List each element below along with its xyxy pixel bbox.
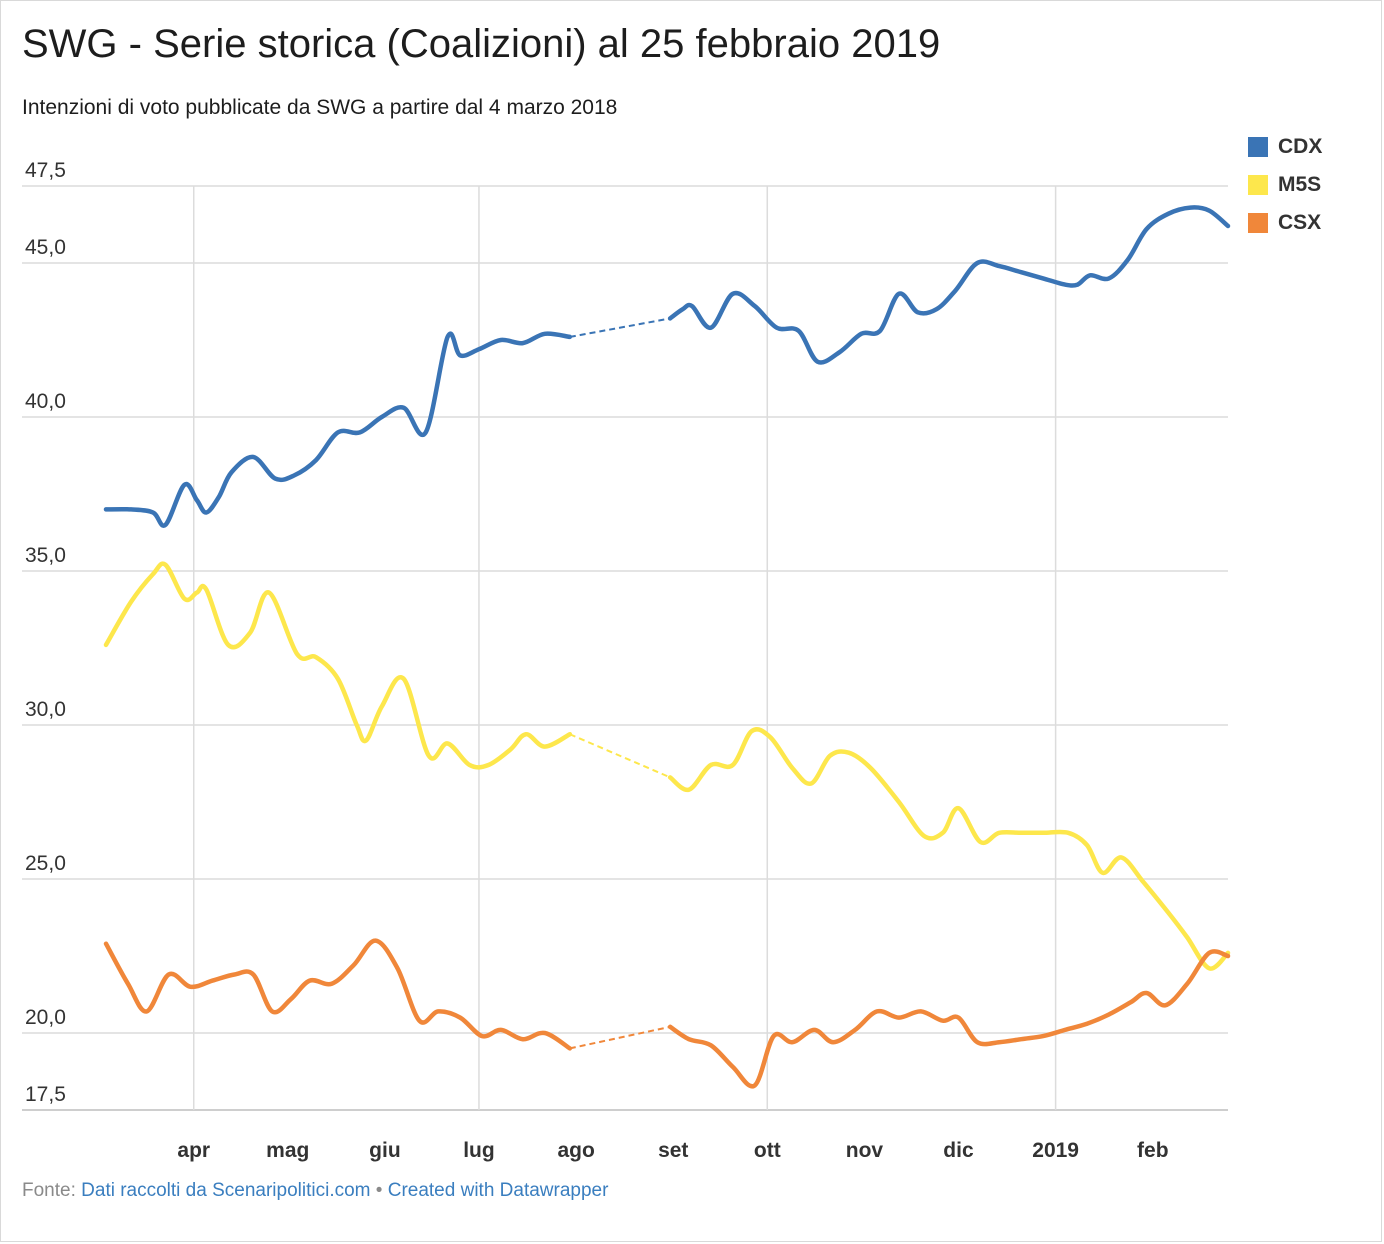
- series-line-m5s-segment-1: [103, 561, 573, 770]
- series-line-cdx-segment-2: [667, 205, 1231, 365]
- chart-footer: Fonte: Dati raccolti da Scenaripolitici.…: [22, 1180, 608, 1202]
- x-tick-label: feb: [1137, 1139, 1169, 1162]
- series-line-cdx-segment-1: [103, 331, 573, 528]
- y-gridlines: [22, 185, 1228, 1111]
- y-tick-label: 25,0: [25, 852, 66, 875]
- legend-label: M5S: [1278, 173, 1322, 196]
- chart-title: SWG - Serie storica (Coalizioni) al 25 f…: [22, 22, 941, 66]
- x-tick-label: giu: [369, 1139, 401, 1162]
- legend-label: CDX: [1278, 135, 1323, 158]
- y-tick-label: 45,0: [25, 236, 66, 259]
- x-tick-label: nov: [846, 1139, 884, 1162]
- legend-swatch: [1248, 175, 1268, 195]
- y-tick-label: 40,0: [25, 390, 66, 413]
- x-tick-label: dic: [943, 1139, 974, 1162]
- legend-swatch: [1248, 213, 1268, 233]
- x-tick-label: apr: [177, 1139, 210, 1162]
- datawrapper-credit-link[interactable]: Created with Datawrapper: [387, 1180, 609, 1201]
- source-link[interactable]: Dati raccolti da Scenaripolitici.com: [81, 1180, 371, 1201]
- series-line-csx-segment-1: [103, 938, 573, 1051]
- y-tick-label: 35,0: [25, 544, 66, 567]
- y-tick-label: 30,0: [25, 698, 66, 721]
- legend-swatch: [1248, 137, 1268, 157]
- y-axis-labels: 47,5 45,0 40,0 35,0 30,0 25,0 20,0 17,5: [25, 159, 66, 1106]
- x-tick-label: 2019: [1032, 1139, 1079, 1162]
- x-gridlines: [193, 186, 1057, 1110]
- series-gap-csx: [569, 1025, 671, 1050]
- series-lines: [103, 205, 1231, 1089]
- chart-subtitle: Intenzioni di voto pubblicate da SWG a p…: [22, 96, 618, 119]
- y-tick-label: 47,5: [25, 159, 66, 182]
- series-gap-m5s: [569, 733, 671, 779]
- x-tick-label: ott: [754, 1139, 781, 1162]
- footer-separator: •: [375, 1180, 383, 1201]
- x-tick-label: set: [658, 1139, 688, 1162]
- legend: CDX M5S CSX: [1248, 128, 1322, 242]
- x-tick-label: mag: [266, 1139, 309, 1162]
- y-tick-label: 17,5: [25, 1083, 66, 1106]
- legend-item-cdx: CDX: [1248, 128, 1322, 166]
- x-tick-label: lug: [463, 1139, 495, 1162]
- x-tick-label: ago: [557, 1139, 594, 1162]
- legend-label: CSX: [1278, 211, 1322, 234]
- legend-item-csx: CSX: [1248, 204, 1322, 242]
- y-tick-label: 20,0: [25, 1006, 66, 1029]
- source-prefix: Fonte:: [22, 1180, 76, 1201]
- series-line-m5s-segment-2: [667, 727, 1231, 971]
- series-gap-cdx: [569, 317, 671, 338]
- legend-item-m5s: M5S: [1248, 166, 1322, 204]
- series-line-csx-segment-2: [667, 949, 1231, 1089]
- x-axis-labels: apr mag giu lug ago set ott nov dic 2019 feb: [177, 1139, 1168, 1162]
